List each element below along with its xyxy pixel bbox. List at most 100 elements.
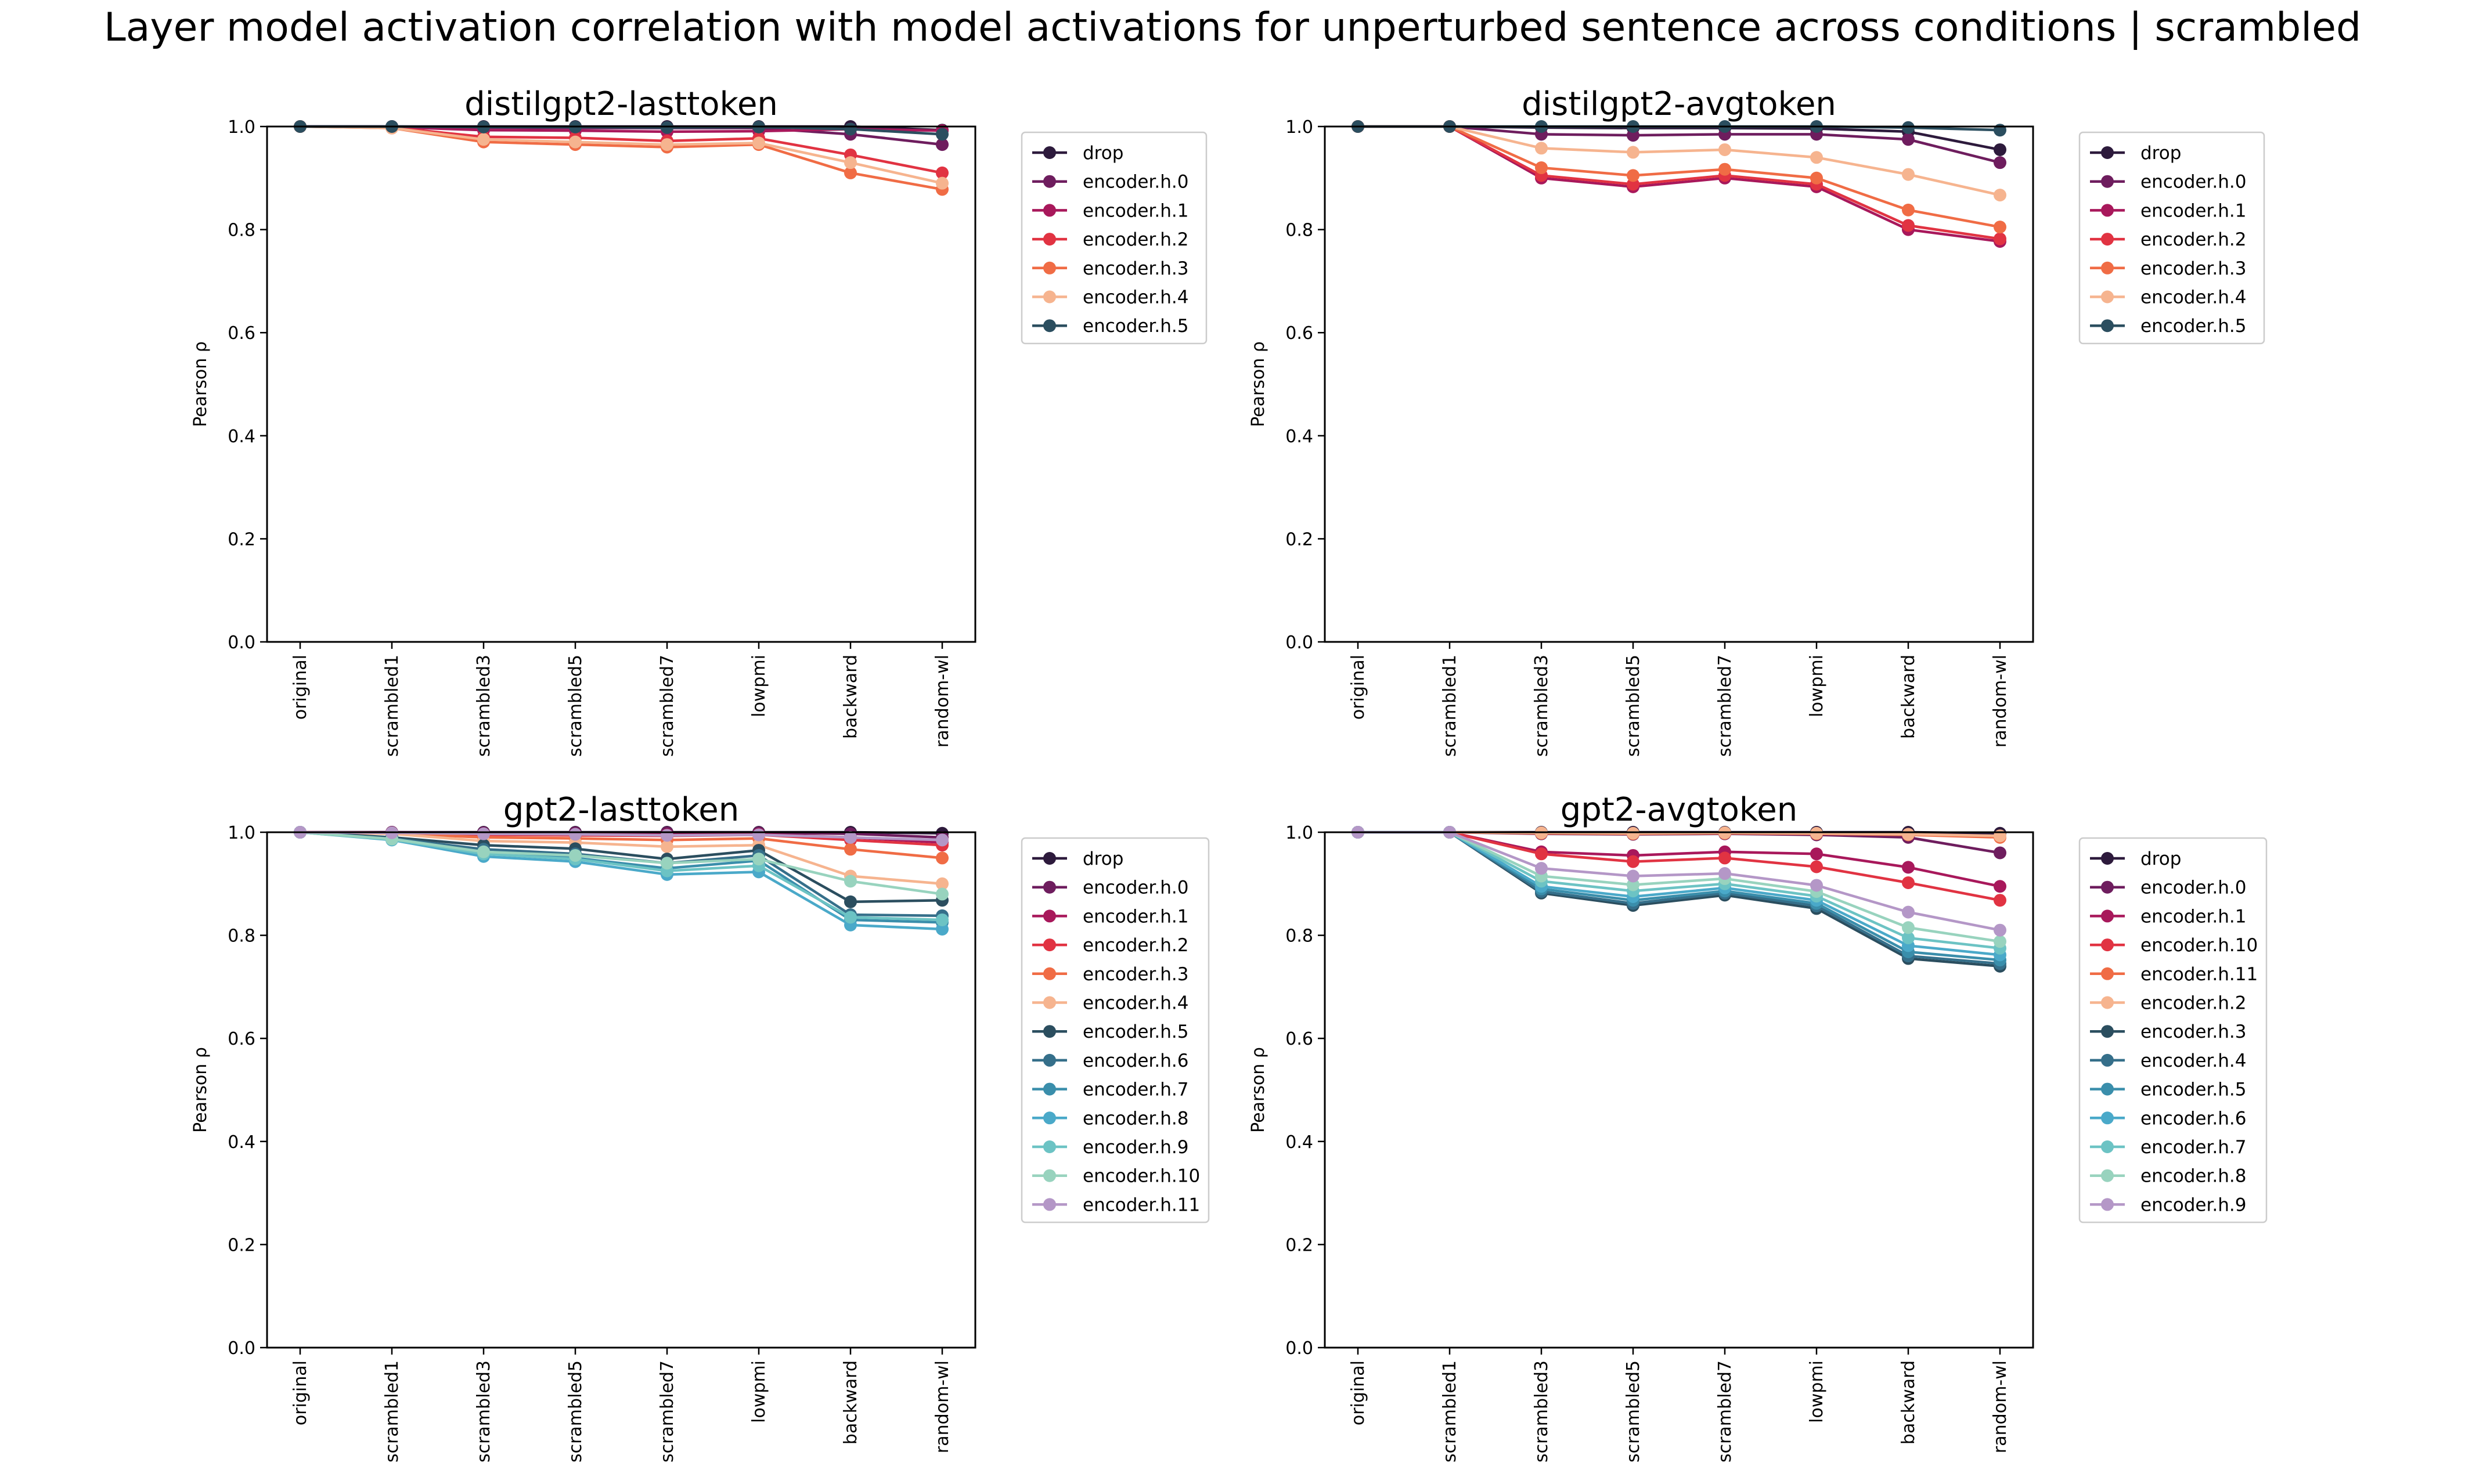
x-tick-label: scrambled1 — [382, 655, 402, 757]
data-point — [1627, 878, 1639, 891]
legend-marker — [2101, 261, 2114, 275]
data-point — [1627, 869, 1639, 883]
legend-label: encoder.h.8 — [2140, 1166, 2246, 1187]
y-tick-label: 0.0 — [228, 1338, 255, 1359]
data-point — [1627, 146, 1639, 159]
x-tick-label: random-wl — [1990, 1360, 2010, 1453]
y-axis-label: Pearson ρ — [1248, 1047, 1268, 1133]
data-point — [752, 828, 765, 842]
x-tick-label: random-wl — [932, 1360, 953, 1453]
data-point — [1627, 855, 1639, 868]
data-point — [1902, 876, 1915, 890]
subplot-title: distilgpt2-lasttoken — [464, 85, 778, 123]
chart-panel-2: gpt2-lasttoken Pearson ρ 0.0 0.2 0.4 0.6 0.8 1.… — [190, 791, 1210, 1463]
y-tick-label: 1.0 — [228, 823, 255, 843]
data-point — [661, 829, 673, 842]
x-tick-label: scrambled5 — [565, 655, 586, 757]
x-tick-label: original — [1348, 655, 1368, 720]
legend-marker — [2101, 204, 2114, 217]
x-tick-label: scrambled5 — [1623, 1360, 1644, 1463]
legend-label: encoder.h.1 — [1083, 200, 1188, 221]
legend-label: encoder.h.5 — [2140, 1079, 2246, 1100]
data-point — [1902, 203, 1915, 216]
data-point — [936, 922, 949, 936]
chart-panel-3: gpt2-avgtoken Pearson ρ 0.0 0.2 0.4 0.6 0.8 1.0… — [1248, 791, 2268, 1463]
data-point — [1902, 121, 1915, 134]
series-line — [300, 831, 943, 886]
x-tick-label: original — [290, 655, 311, 720]
legend-label: encoder.h.0 — [2140, 878, 2246, 898]
plot-frame — [1324, 125, 2034, 643]
data-point — [1902, 168, 1915, 181]
data-point — [1810, 171, 1823, 185]
x-tick-label: scrambled7 — [1715, 1360, 1735, 1463]
y-tick-label: 0.6 — [228, 323, 255, 344]
data-point — [1718, 163, 1731, 176]
series-line — [300, 831, 943, 904]
data-point — [1994, 846, 2006, 860]
x-tick-label: original — [1348, 1360, 1368, 1425]
x-tick-label: original — [290, 1360, 311, 1425]
legend-marker — [2101, 1025, 2114, 1038]
data-point — [1994, 923, 2006, 937]
series-line — [300, 831, 943, 896]
y-tick-label: 0.8 — [228, 221, 255, 241]
data-point — [1902, 133, 1915, 146]
subplot-title: gpt2-lasttoken — [503, 791, 740, 829]
y-tick-label: 0.4 — [228, 1132, 255, 1153]
legend-marker — [1043, 1082, 1056, 1096]
legend-marker — [2101, 146, 2114, 159]
data-point — [936, 877, 949, 890]
x-tick-label: backward — [1898, 655, 1919, 739]
data-point — [844, 911, 857, 924]
data-point — [936, 166, 949, 179]
legend-label: drop — [2140, 848, 2181, 869]
x-tick-label: scrambled5 — [565, 1360, 586, 1463]
data-point — [752, 853, 765, 866]
x-tick-label: scrambled3 — [474, 655, 494, 757]
legend-marker — [1043, 233, 1056, 246]
y-axis-label: Pearson ρ — [190, 1047, 211, 1133]
chart-panel-0: distilgpt2-lasttoken Pearson ρ 0.0 0.2 0.4 0.… — [190, 85, 1208, 757]
legend-label: encoder.h.9 — [1083, 1137, 1188, 1158]
legend-marker — [2101, 1053, 2114, 1067]
data-point — [569, 848, 582, 862]
legend-label: encoder.h.3 — [2140, 1021, 2246, 1042]
data-point — [661, 840, 673, 853]
data-point — [936, 128, 949, 141]
legend-marker — [2101, 1082, 2114, 1096]
y-axis-label: Pearson ρ — [1248, 341, 1268, 427]
legend-marker — [1043, 996, 1056, 1009]
data-point — [1535, 161, 1548, 175]
data-point — [1810, 847, 1823, 861]
legend-marker — [2101, 319, 2114, 333]
legend-marker — [2101, 1140, 2114, 1153]
legend-label: encoder.h.2 — [1083, 229, 1188, 250]
data-point — [477, 133, 490, 146]
x-tick-label: scrambled1 — [1440, 655, 1460, 757]
subplot-title: gpt2-avgtoken — [1561, 791, 1798, 829]
legend-marker — [2101, 880, 2114, 894]
data-point — [1994, 232, 2006, 245]
x-tick-label: lowpmi — [1807, 655, 1827, 717]
data-point — [1994, 894, 2006, 907]
legend-label: encoder.h.5 — [2140, 316, 2246, 337]
legend-marker — [1043, 1111, 1056, 1125]
x-tick-label: scrambled1 — [382, 1360, 402, 1463]
legend-label: encoder.h.10 — [1083, 1166, 1200, 1187]
data-point — [1627, 169, 1639, 182]
y-tick-label: 0.2 — [228, 529, 255, 550]
legend-label: encoder.h.8 — [1083, 1108, 1188, 1129]
legend-marker — [2101, 909, 2114, 923]
series-line — [300, 125, 943, 185]
legend-label: encoder.h.11 — [2140, 964, 2258, 985]
data-point — [1810, 151, 1823, 164]
plot-frame — [266, 125, 976, 643]
data-point — [1994, 143, 2006, 156]
legend-label: encoder.h.4 — [2140, 1050, 2246, 1071]
legend-box — [2078, 837, 2268, 1223]
data-point — [1810, 860, 1823, 873]
plot-frame — [266, 831, 976, 1349]
series-line — [1358, 125, 2001, 229]
